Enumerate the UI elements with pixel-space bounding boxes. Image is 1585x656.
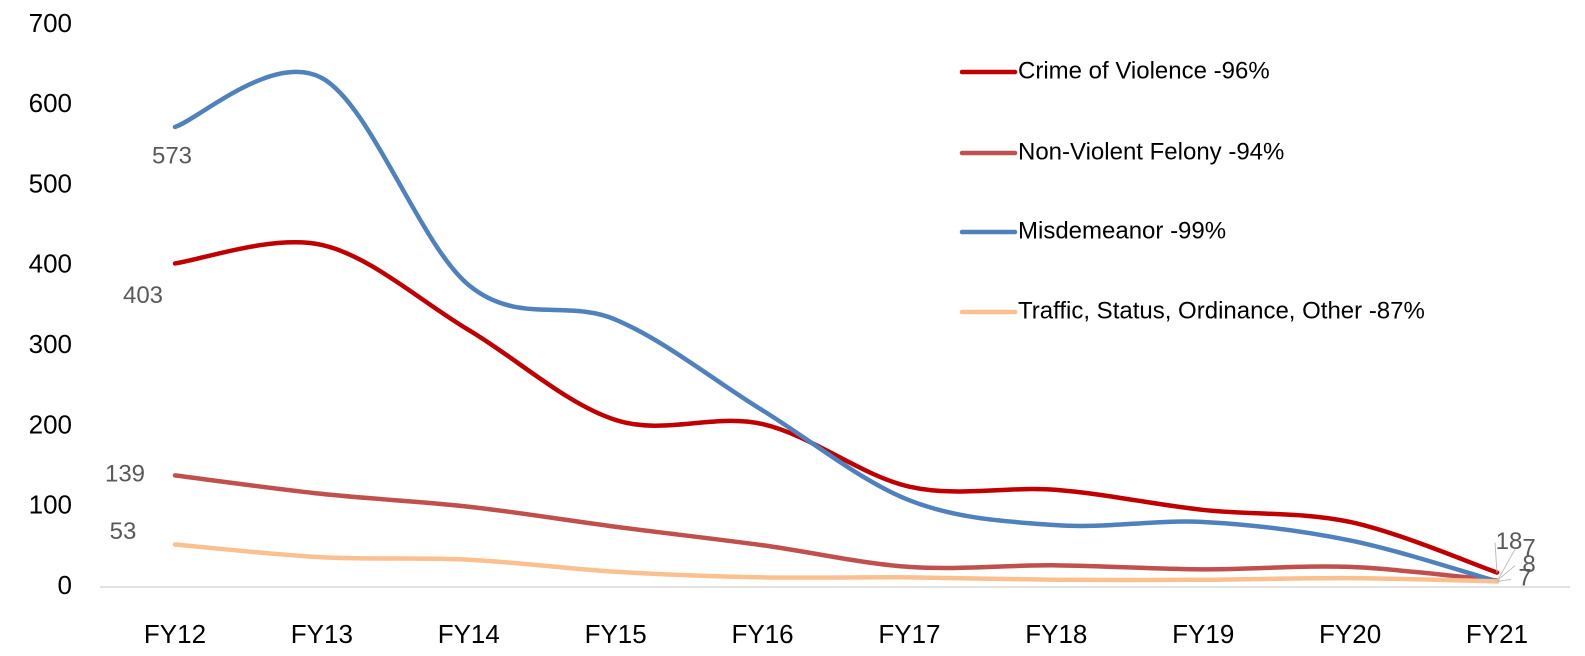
y-tick-label: 0	[58, 570, 72, 600]
y-tick-label: 700	[29, 8, 72, 38]
legend-label: Misdemeanor -99%	[1018, 217, 1226, 244]
series-line	[172, 542, 1500, 584]
y-tick-label: 600	[29, 88, 72, 118]
legend-label: Crime of Violence -96%	[1018, 57, 1270, 84]
y-tick-label: 100	[29, 490, 72, 520]
data-label: 403	[123, 282, 163, 309]
leader-line	[1496, 565, 1516, 581]
series-line	[172, 473, 1500, 583]
series-line	[172, 69, 1500, 584]
data-label: 139	[105, 461, 145, 488]
x-tick-label: FY21	[1466, 619, 1528, 649]
data-label: 7	[1522, 535, 1535, 562]
y-tick-label: 200	[29, 409, 72, 439]
data-label: 18	[1496, 528, 1523, 555]
x-tick-label: FY16	[731, 619, 793, 649]
x-tick-label: FY20	[1319, 619, 1381, 649]
x-tick-label: FY15	[585, 619, 647, 649]
x-tick-label: FY14	[438, 619, 500, 649]
data-label: 7	[1518, 565, 1531, 592]
legend-label: Traffic, Status, Ordinance, Other -87%	[1018, 297, 1425, 324]
y-tick-label: 400	[29, 249, 72, 279]
data-label: 573	[152, 142, 192, 169]
x-tick-label: FY18	[1025, 619, 1087, 649]
data-label: 53	[110, 518, 137, 545]
y-tick-label: 500	[29, 168, 72, 198]
legend-label: Non-Violent Felony -94%	[1018, 138, 1284, 165]
x-tick-label: FY17	[878, 619, 940, 649]
data-label: 8	[1522, 551, 1535, 578]
leader-line	[1494, 542, 1498, 573]
y-tick-label: 300	[29, 329, 72, 359]
x-tick-label: FY12	[144, 619, 206, 649]
x-tick-label: FY19	[1172, 619, 1234, 649]
leader-line	[1496, 578, 1512, 582]
x-tick-label: FY13	[291, 619, 353, 649]
leader-line	[1496, 549, 1516, 582]
series-line	[172, 240, 1500, 575]
